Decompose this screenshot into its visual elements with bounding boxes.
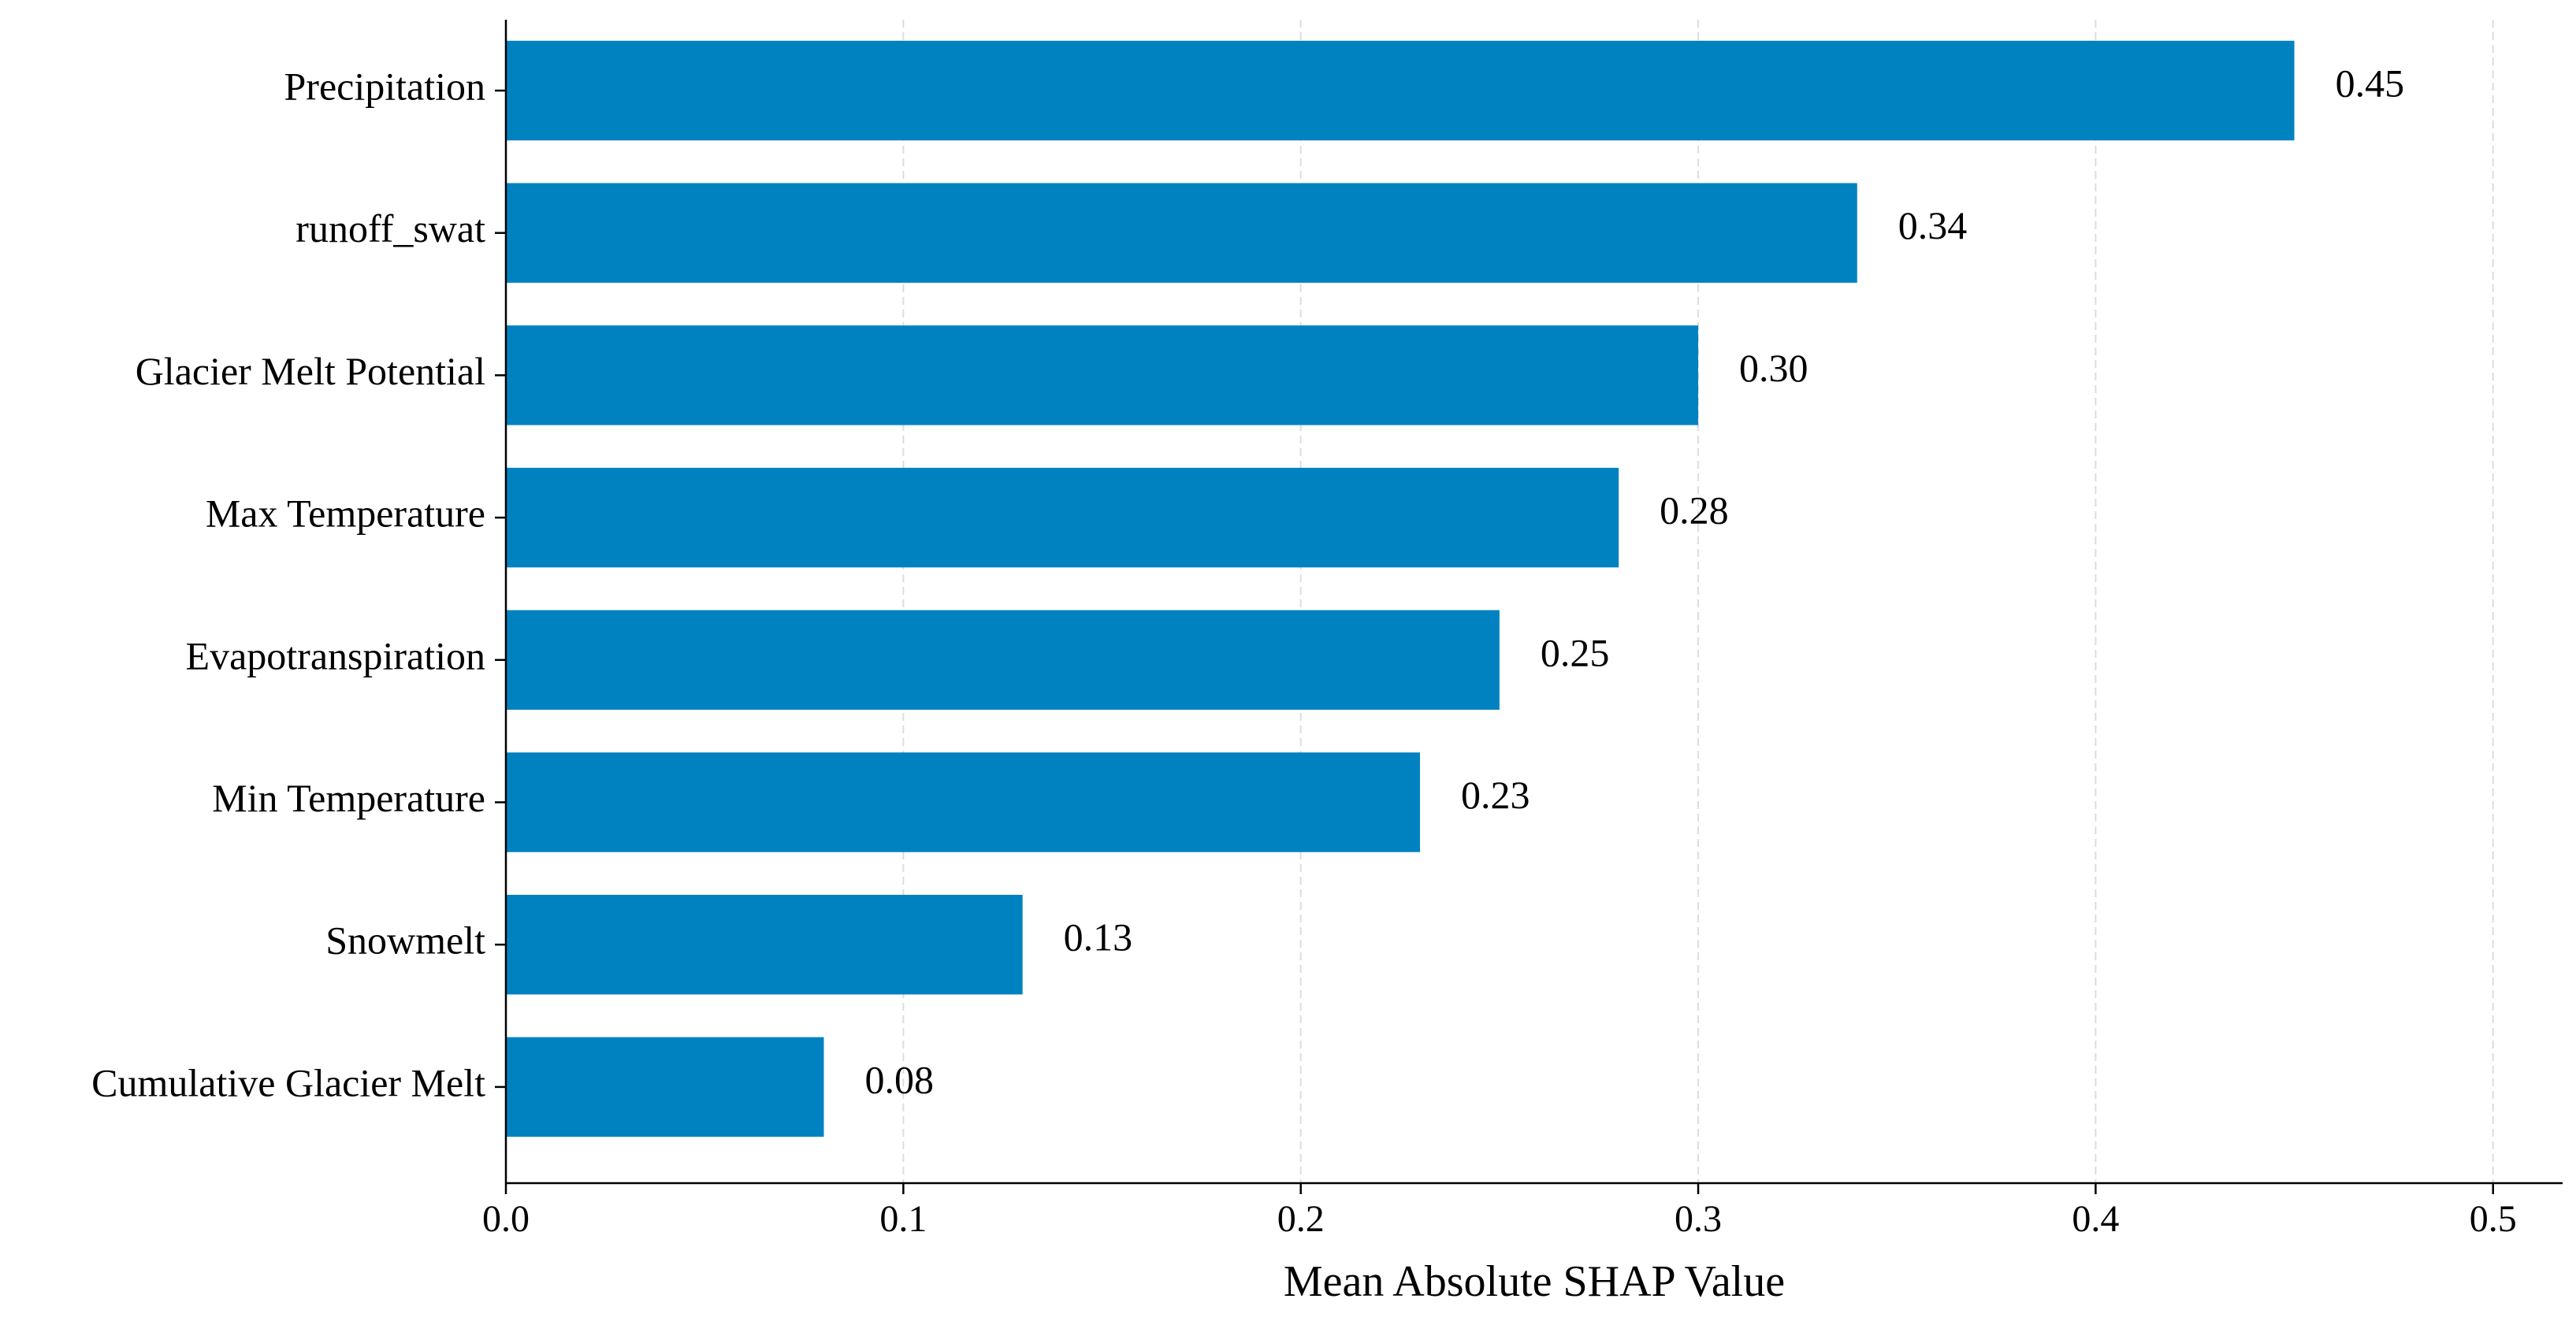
value-label: 0.25 xyxy=(1541,630,1610,674)
bar xyxy=(506,1037,824,1137)
y-tick-label: Precipitation xyxy=(284,64,486,108)
y-tick-label: Evapotranspiration xyxy=(186,633,485,677)
value-label: 0.30 xyxy=(1739,346,1808,390)
bar xyxy=(506,40,2295,141)
bar xyxy=(506,325,1699,425)
x-tick-label: 0.5 xyxy=(2470,1198,2517,1240)
bar xyxy=(506,183,1857,283)
x-tick-label: 0.1 xyxy=(879,1198,927,1240)
value-label: 0.34 xyxy=(1898,203,1968,247)
y-tick-label: Glacier Melt Potential xyxy=(136,349,485,393)
x-tick-label: 0.2 xyxy=(1277,1198,1325,1240)
value-label: 0.13 xyxy=(1064,915,1133,959)
y-tick-label: Cumulative Glacier Melt xyxy=(91,1060,485,1104)
value-label: 0.28 xyxy=(1660,488,1729,532)
bar xyxy=(506,610,1500,711)
bar xyxy=(506,752,1420,852)
value-label: 0.08 xyxy=(864,1057,934,1101)
value-label: 0.45 xyxy=(2336,61,2405,105)
y-tick-label: runoff_swat xyxy=(296,206,485,250)
x-tick-label: 0.3 xyxy=(1675,1198,1722,1240)
y-tick-label: Min Temperature xyxy=(212,776,485,820)
value-label: 0.23 xyxy=(1461,773,1530,817)
bar xyxy=(506,467,1619,568)
x-axis-label: Mean Absolute SHAP Value xyxy=(1284,1257,1785,1306)
x-tick-label: 0.0 xyxy=(482,1198,530,1240)
x-tick-label: 0.4 xyxy=(2072,1198,2119,1240)
bar xyxy=(506,894,1023,995)
y-tick-label: Snowmelt xyxy=(325,918,485,963)
y-tick-label: Max Temperature xyxy=(206,492,485,536)
